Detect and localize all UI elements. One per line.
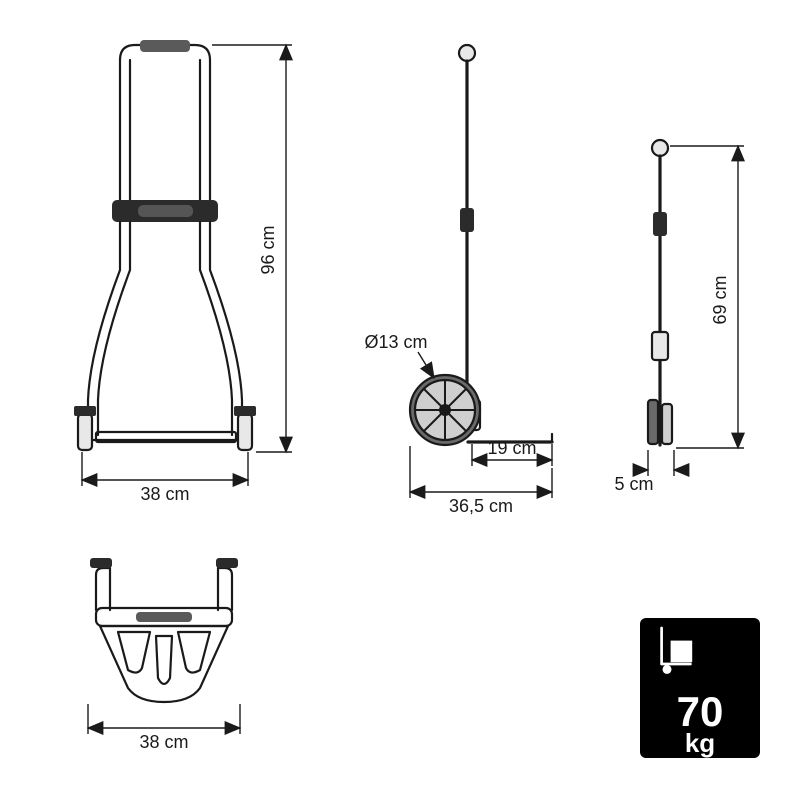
- collapsed-height-label: 69 cm: [710, 275, 730, 324]
- side-overall-label: 36,5 cm: [449, 496, 513, 516]
- capacity-badge: 70 kg: [640, 618, 760, 758]
- side-platform-label: 19 cm: [487, 438, 536, 458]
- collapsed-depth-label: 5 cm: [614, 474, 653, 494]
- tech-drawing: 96 cm 38 cm Ø13 cm 19: [0, 0, 800, 800]
- front-height-label: 96 cm: [258, 225, 278, 274]
- front-width-label: 38 cm: [140, 484, 189, 504]
- top-width-label: 38 cm: [139, 732, 188, 752]
- capacity-unit: kg: [685, 728, 715, 758]
- wheel-dia-label: Ø13 cm: [364, 332, 427, 352]
- collapsed-view: 69 cm 5 cm: [614, 140, 744, 494]
- front-view: 96 cm 38 cm: [74, 40, 292, 504]
- top-view: 38 cm: [88, 558, 240, 752]
- side-view: Ø13 cm 19 cm 36,5 cm: [364, 45, 552, 516]
